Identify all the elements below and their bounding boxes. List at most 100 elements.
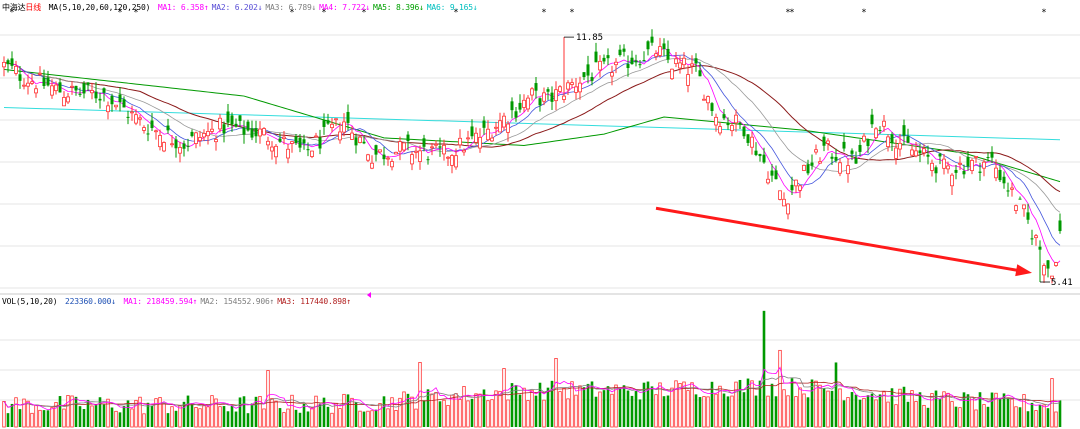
volume-bar	[222, 406, 226, 427]
volume-bar	[654, 394, 658, 428]
candle-body	[494, 126, 498, 129]
candle-body	[74, 85, 78, 91]
volume-bar	[334, 402, 338, 428]
volume-bar	[930, 393, 934, 428]
volume-bar	[634, 391, 638, 427]
candle-body	[1054, 262, 1058, 266]
volume-bar	[926, 407, 930, 427]
volume-bar	[26, 400, 30, 428]
candle-body	[922, 148, 926, 154]
volume-bar	[182, 401, 186, 427]
candle-body	[222, 124, 226, 134]
volume-bar	[190, 403, 194, 427]
event-marker: *	[541, 8, 546, 18]
volume-bar	[942, 391, 946, 428]
candle-body	[390, 161, 394, 168]
candle-body	[798, 185, 802, 191]
candle-body	[322, 120, 326, 127]
candle-body	[554, 89, 558, 102]
volume-bar	[378, 403, 382, 428]
volume-bar	[562, 387, 566, 428]
candle-body	[490, 137, 494, 142]
candle-body	[370, 162, 374, 169]
candle-body	[590, 76, 594, 81]
candle-body	[206, 131, 210, 137]
volume-bar	[530, 389, 534, 428]
candle-body	[534, 83, 538, 91]
volume-bar	[402, 391, 406, 428]
volume-bar	[798, 387, 802, 428]
candle-body	[546, 89, 550, 92]
volume-bar	[998, 398, 1002, 427]
candle-body	[814, 149, 818, 153]
candle-body	[734, 114, 738, 124]
candle-body	[190, 131, 194, 137]
volume-bar	[1042, 404, 1046, 428]
candle-body	[142, 127, 146, 131]
volume-bar	[802, 393, 806, 428]
volume-bar	[918, 392, 922, 427]
volume-bar	[702, 396, 706, 428]
candle-body	[178, 147, 182, 154]
candle-body	[954, 169, 958, 173]
candle-body	[782, 198, 786, 207]
candle-body	[682, 57, 686, 66]
candle-body	[966, 156, 970, 167]
candle-body	[78, 93, 82, 95]
volume-bar	[134, 399, 138, 428]
volume-bar	[1010, 398, 1014, 428]
candle-body	[698, 70, 702, 77]
volume-bar	[118, 412, 122, 427]
volume-bar	[1030, 402, 1034, 427]
volume-bar	[1014, 406, 1018, 428]
candle-body	[694, 58, 698, 64]
candle-body	[654, 53, 658, 57]
candle-body	[238, 115, 242, 121]
candle-body	[886, 136, 890, 148]
volume-bar	[910, 390, 914, 428]
volume-bar	[154, 398, 158, 428]
volume-bar	[514, 385, 518, 427]
ma250-line	[3, 106, 1061, 141]
volume-bar	[38, 409, 42, 428]
candle-body	[26, 82, 30, 87]
event-marker: *	[569, 8, 574, 18]
candle-body	[166, 125, 170, 131]
ma20-line	[15, 58, 1061, 213]
candle-body	[630, 57, 634, 65]
candle-body	[22, 84, 26, 87]
candle-body	[82, 83, 86, 94]
cursor-marker	[367, 292, 371, 298]
candle-body	[670, 68, 674, 80]
candle-body	[50, 85, 54, 96]
candle-body	[678, 62, 682, 69]
volume-bar	[734, 381, 738, 428]
candle-body	[646, 41, 650, 50]
event-marker: *	[1041, 8, 1046, 18]
candle-body	[562, 95, 566, 100]
candle-body	[866, 139, 870, 147]
candle-body	[318, 137, 322, 149]
event-marker: *	[321, 8, 326, 18]
candle-body	[374, 145, 378, 155]
price-legend: 中海达日线 MA(5,10,20,60,120,250) MA1: 6.358↑…	[2, 2, 484, 13]
volume-bar	[290, 394, 294, 428]
volume-bar	[442, 399, 446, 428]
candle-body	[1026, 212, 1030, 220]
volume-bar	[902, 386, 906, 427]
candle-body	[938, 153, 942, 157]
candle-body	[1006, 190, 1010, 192]
candle-body	[978, 171, 982, 173]
volume-bar	[170, 406, 174, 428]
candle-body	[426, 159, 430, 161]
candle-body	[246, 121, 250, 131]
candle-body	[442, 144, 446, 155]
volume-bar	[978, 392, 982, 427]
candle-body	[794, 179, 798, 187]
volume-bar	[838, 388, 842, 428]
volume-bar	[446, 405, 450, 428]
candle-body	[138, 117, 142, 120]
volume-bar	[658, 382, 662, 428]
volume-bar	[330, 412, 334, 428]
candle-body	[626, 64, 630, 69]
